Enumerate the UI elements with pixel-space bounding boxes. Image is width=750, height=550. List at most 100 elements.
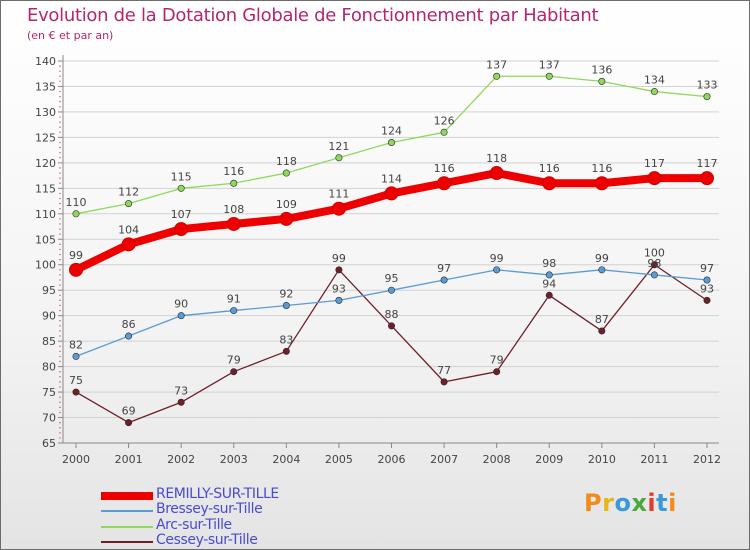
y-minor-tick: [59, 253, 61, 256]
data-point: [335, 296, 343, 304]
y-tick-label: 90: [42, 310, 56, 323]
y-minor-tick: [59, 202, 61, 205]
data-point: [493, 266, 501, 274]
data-label: 79: [227, 354, 241, 367]
data-point: [387, 138, 395, 146]
x-tick-label: 2002: [167, 453, 195, 466]
data-point: [282, 169, 290, 177]
data-label: 126: [434, 114, 455, 127]
data-point: [437, 176, 452, 191]
data-point: [545, 72, 553, 80]
data-point: [598, 266, 606, 274]
y-minor-tick: [59, 381, 61, 383]
data-label: 136: [591, 63, 612, 76]
x-tick-label: 2006: [378, 453, 406, 466]
y-tick-label: 120: [35, 157, 56, 170]
data-point: [647, 171, 662, 186]
y-tick-label: 65: [42, 437, 56, 450]
y-minor-tick: [59, 177, 61, 179]
legend-label: REMILLY-SUR-TILLE: [156, 486, 279, 502]
data-point: [440, 276, 448, 284]
data-point: [598, 77, 606, 85]
y-minor-tick: [59, 95, 61, 98]
y-minor-tick: [59, 421, 61, 424]
data-point: [598, 327, 606, 335]
data-label: 133: [697, 79, 718, 92]
data-point: [493, 368, 501, 376]
y-minor-tick: [59, 106, 61, 108]
x-tick-label: 2011: [640, 453, 668, 466]
data-point: [650, 88, 658, 96]
y-minor-tick: [59, 299, 61, 302]
y-tick-label: 105: [35, 233, 56, 246]
series-cessey-sur-tille: [72, 261, 711, 427]
logo-letter: i: [668, 489, 677, 517]
data-labels-layer: 75 69 73 79 83 99 88 77 79 94 87 100 93 82 86 90 91 92 93 9…: [66, 58, 718, 417]
y-minor-tick: [59, 146, 61, 149]
y-minor-tick: [59, 208, 61, 210]
x-tick-label: 2001: [115, 453, 143, 466]
data-point: [177, 312, 185, 320]
data-label: 99: [69, 249, 83, 262]
y-minor-tick: [59, 345, 61, 347]
data-label: 117: [697, 157, 718, 170]
data-label: 107: [171, 208, 192, 221]
y-minor-tick: [59, 192, 61, 195]
legend-label: Cessey-sur-Tille: [156, 532, 258, 548]
data-point: [335, 154, 343, 162]
logo-letter: r: [602, 489, 615, 517]
y-tick-label: 130: [35, 106, 56, 119]
data-point: [493, 72, 501, 80]
data-label: 82: [69, 338, 83, 351]
data-label: 116: [591, 162, 612, 175]
data-point: [226, 216, 241, 231]
logo-letter: t: [656, 489, 669, 517]
data-label: 94: [542, 277, 556, 290]
y-minor-tick: [59, 396, 61, 398]
data-label: 117: [644, 157, 665, 170]
data-label: 73: [174, 384, 188, 397]
data-point: [440, 128, 448, 136]
data-label: 124: [381, 124, 402, 137]
y-minor-tick: [59, 376, 61, 378]
y-tick-label: 140: [35, 55, 56, 68]
y-minor-tick: [59, 330, 61, 332]
data-point: [177, 184, 185, 192]
data-label: 110: [66, 196, 87, 209]
y-tick-label: 100: [35, 259, 56, 272]
x-tick-label: 2007: [430, 453, 458, 466]
x-tick-label: 2009: [535, 453, 563, 466]
y-minor-tick: [59, 294, 61, 296]
y-minor-tick: [59, 90, 61, 93]
data-label: 115: [171, 170, 192, 183]
data-point: [279, 211, 294, 226]
y-minor-tick: [59, 274, 61, 276]
data-label: 91: [227, 293, 241, 306]
data-point: [174, 222, 189, 237]
data-label: 134: [644, 74, 665, 87]
y-minor-tick: [59, 65, 61, 67]
logo-letter: P: [584, 489, 603, 517]
data-label: 99: [332, 252, 346, 265]
x-tick-label: 2000: [62, 453, 90, 466]
y-minor-tick: [59, 350, 61, 353]
data-point: [72, 352, 80, 360]
data-label: 83: [279, 333, 293, 346]
x-tick-label: 2012: [693, 453, 721, 466]
y-minor-tick: [59, 70, 61, 72]
data-label: 77: [437, 364, 451, 377]
data-label: 121: [328, 140, 349, 153]
data-point: [703, 296, 711, 304]
data-label: 99: [595, 252, 609, 265]
y-minor-tick: [59, 309, 61, 312]
y-minor-tick: [59, 401, 61, 403]
data-label: 99: [490, 252, 504, 265]
y-minor-tick: [59, 284, 61, 286]
data-label: 97: [437, 262, 451, 275]
y-minor-tick: [59, 437, 61, 439]
data-point: [230, 179, 238, 187]
x-tick-label: 2005: [325, 453, 353, 466]
data-point: [387, 286, 395, 294]
y-minor-tick: [59, 167, 61, 169]
data-label: 93: [700, 282, 714, 295]
